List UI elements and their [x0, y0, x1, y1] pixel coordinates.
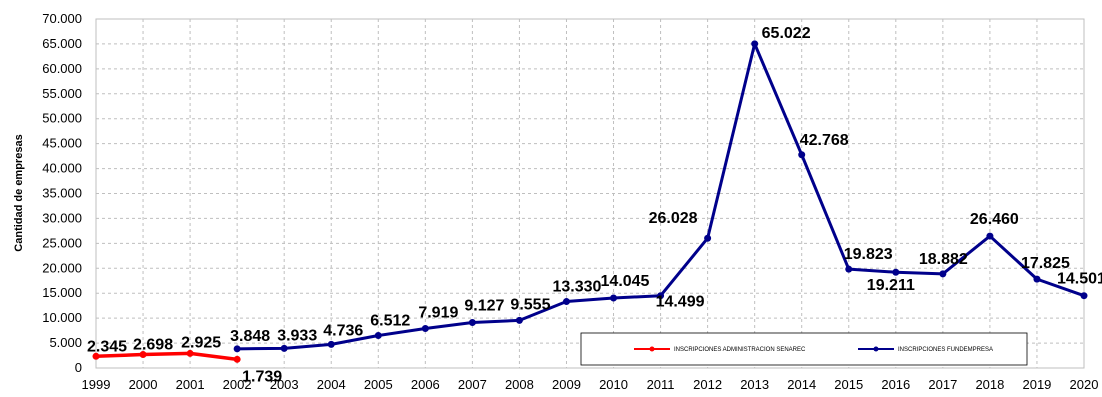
y-tick-label: 55.000 [42, 86, 82, 101]
data-point [186, 349, 194, 357]
data-point [562, 298, 570, 306]
data-point [657, 292, 665, 300]
data-point [233, 355, 241, 363]
y-tick-label: 70.000 [42, 11, 82, 26]
x-tick-label: 2002 [223, 377, 252, 392]
data-label: 6.512 [370, 313, 410, 330]
data-point [374, 332, 382, 340]
data-point [92, 352, 100, 360]
x-tick-label: 2013 [740, 377, 769, 392]
x-tick-label: 2016 [881, 377, 910, 392]
x-tick-label: 2006 [411, 377, 440, 392]
x-tick-label: 2012 [693, 377, 722, 392]
data-label: 42.768 [800, 132, 849, 149]
data-point [139, 351, 147, 359]
data-point [610, 294, 618, 302]
data-label: 4.736 [323, 322, 363, 339]
x-tick-label: 2019 [1022, 377, 1051, 392]
data-point [280, 344, 288, 352]
data-label: 2.925 [181, 334, 221, 351]
data-label: 3.933 [277, 327, 317, 344]
data-label: 14.499 [656, 294, 705, 311]
legend: INSCRIPCIONES ADMINISTRACION SENAREC INS… [580, 332, 1028, 366]
data-label: 26.460 [970, 211, 1019, 228]
y-tick-label: 35.000 [42, 186, 82, 201]
data-point [939, 270, 947, 278]
data-label: 9.555 [510, 296, 550, 313]
data-label: 14.501 [1057, 271, 1102, 288]
data-point [1033, 275, 1041, 283]
series-line [95, 351, 238, 362]
x-tick-label: 2001 [176, 377, 205, 392]
legend-marker-fundempresa [873, 346, 879, 352]
y-tick-label: 50.000 [42, 111, 82, 126]
data-label: 3.848 [230, 328, 270, 345]
data-point [892, 268, 900, 276]
x-tick-label: 2004 [317, 377, 346, 392]
x-tick-label: 2017 [928, 377, 957, 392]
data-label: 19.211 [867, 277, 915, 294]
data-point [704, 234, 712, 242]
y-tick-label: 15.000 [42, 285, 82, 300]
data-point [421, 325, 429, 333]
x-tick-label: 2000 [129, 377, 158, 392]
data-point [986, 232, 994, 240]
data-label: 9.127 [464, 297, 504, 314]
x-tick-label: 2020 [1070, 377, 1099, 392]
y-axis-label: Cantidad de empresas [13, 134, 25, 251]
y-tick-label: 45.000 [42, 136, 82, 151]
data-label: 18.882 [919, 251, 968, 268]
legend-marker-senarec [649, 346, 655, 352]
x-tick-label: 2009 [552, 377, 581, 392]
data-point [233, 345, 241, 353]
data-point [845, 265, 853, 273]
x-tick-label: 1999 [82, 377, 111, 392]
y-tick-label: 0 [75, 360, 82, 375]
data-point [1080, 292, 1088, 300]
data-label: 1.739 [242, 368, 282, 385]
data-label: 26.028 [649, 210, 698, 227]
data-label: 7.919 [418, 305, 458, 322]
y-tick-label: 60.000 [42, 61, 82, 76]
y-tick-label: 5.000 [49, 335, 82, 350]
x-tick-label: 2008 [505, 377, 534, 392]
legend-label-fundempresa: INSCRIPCIONES FUNDEMPRESA [898, 347, 993, 353]
legend-label-senarec: INSCRIPCIONES ADMINISTRACION SENAREC [674, 347, 806, 353]
data-point [751, 40, 759, 48]
y-tick-label: 25.000 [42, 235, 82, 250]
x-tick-label: 2011 [647, 377, 675, 392]
y-tick-label: 10.000 [42, 310, 82, 325]
x-tick-label: 2018 [975, 377, 1004, 392]
y-tick-label: 30.000 [42, 210, 82, 225]
data-label: 14.045 [601, 273, 650, 290]
y-tick-label: 40.000 [42, 161, 82, 176]
x-tick-label: 2015 [834, 377, 863, 392]
x-tick-label: 2005 [364, 377, 393, 392]
x-tick-label: 2007 [458, 377, 487, 392]
y-axis-ticks: 0 5.000 10.000 15.000 20.000 25.000 30.000 35.0… [42, 11, 82, 375]
data-point [468, 318, 476, 326]
data-labels: 2.345 2.698 2.925 1.739 3.848 3.933 4.736 6.512… [87, 25, 1102, 386]
y-tick-label: 20.000 [42, 260, 82, 275]
data-label: 2.345 [87, 338, 127, 355]
x-tick-label: 2014 [787, 377, 816, 392]
data-point [327, 340, 335, 348]
y-tick-label: 65.000 [42, 36, 82, 51]
data-label: 19.823 [844, 246, 893, 263]
series-layer [92, 40, 1088, 363]
data-label: 65.022 [762, 25, 811, 42]
data-point [515, 316, 523, 324]
x-axis-ticks: 1999 2000 2001 2002 2003 2004 2005 2006 2007 2008… [82, 377, 1099, 392]
data-label: 17.825 [1021, 255, 1070, 272]
data-label: 13.330 [552, 279, 601, 296]
x-tick-label: 2003 [270, 377, 299, 392]
data-point [798, 151, 806, 159]
data-label: 2.698 [133, 337, 173, 354]
x-tick-label: 2010 [599, 377, 628, 392]
